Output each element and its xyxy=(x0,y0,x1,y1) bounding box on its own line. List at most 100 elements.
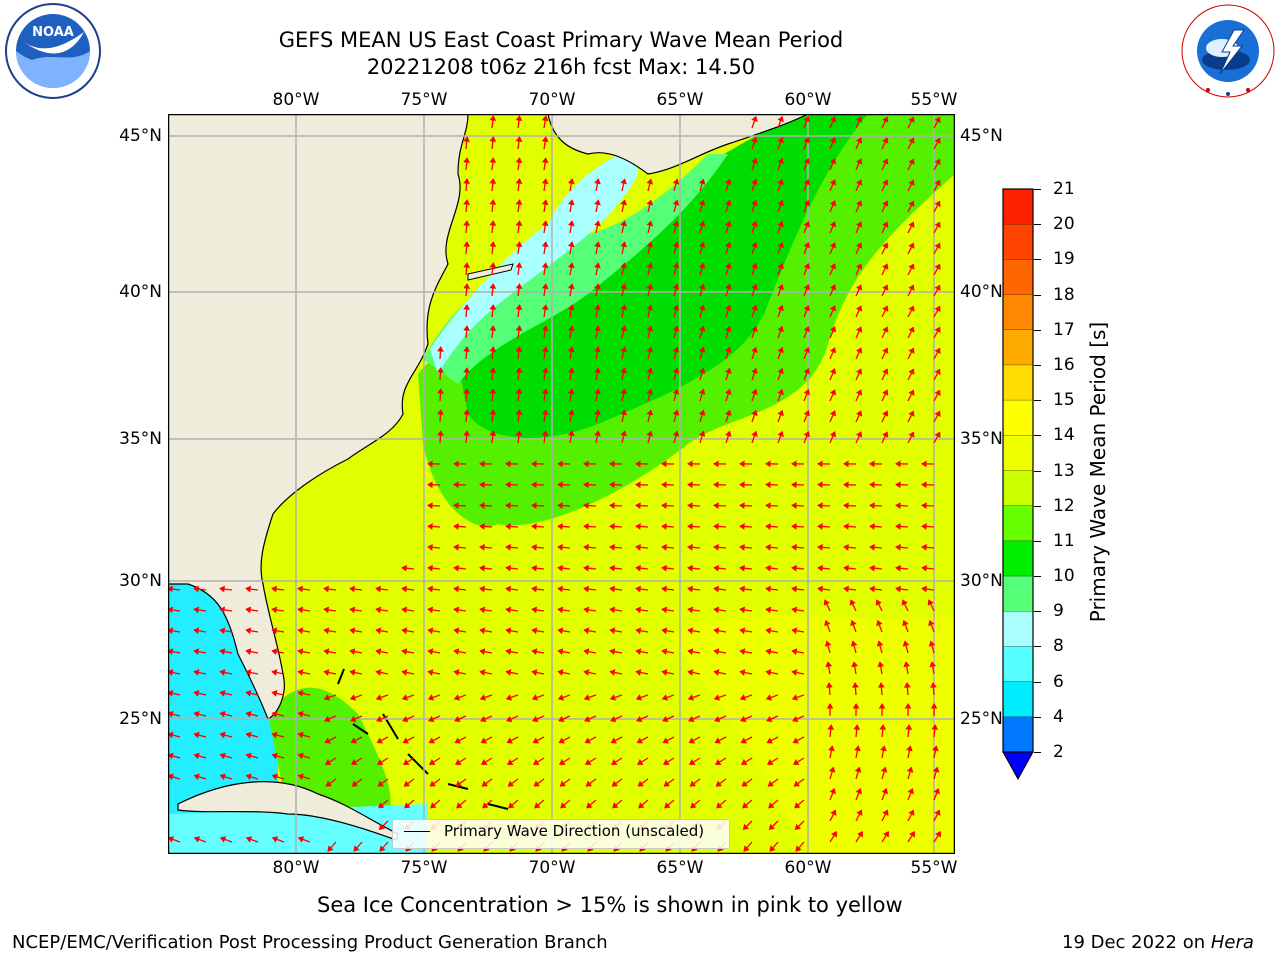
wave-arrow-head xyxy=(751,388,758,396)
wave-arrow-head xyxy=(646,430,654,437)
wave-arrow-head xyxy=(583,543,589,551)
wave-direction-arrows xyxy=(168,115,941,852)
wave-arrow-head xyxy=(531,669,538,676)
wave-arrow-head xyxy=(515,325,523,332)
wave-arrow-head xyxy=(698,346,706,353)
wave-arrow-head xyxy=(489,178,497,184)
wave-arrow-head xyxy=(271,773,278,781)
wave-arrow-head xyxy=(489,367,497,373)
wave-arrow-head xyxy=(895,481,901,489)
wave-arrow-head xyxy=(934,221,941,229)
wave-arrow-head xyxy=(168,752,174,760)
wave-arrow-head xyxy=(427,564,433,572)
wave-arrow-head xyxy=(375,648,382,655)
wave-arrow-head xyxy=(672,304,680,311)
lon-label-bottom: 75°W xyxy=(400,858,448,878)
wave-arrow-head xyxy=(609,564,615,572)
lat-label-right: 45°N xyxy=(960,126,1003,146)
wave-arrow-head xyxy=(168,648,174,655)
wave-arrow-head xyxy=(725,199,732,206)
wave-arrow-head xyxy=(401,648,408,655)
wave-arrow-head xyxy=(515,199,523,206)
wave-arrow-head xyxy=(463,262,471,268)
wave-arrow-head xyxy=(515,115,523,122)
wave-arrow-head xyxy=(672,178,680,185)
wave-arrow-head xyxy=(765,694,773,701)
wave-arrow-head xyxy=(515,304,523,311)
title-line-1: GEFS MEAN US East Coast Primary Wave Mea… xyxy=(278,28,844,52)
wave-arrow-head xyxy=(515,241,523,248)
wave-arrow-head xyxy=(404,802,411,809)
wave-arrow-head xyxy=(454,759,462,765)
wave-arrow-head xyxy=(829,347,837,354)
wave-arrow-head xyxy=(777,304,784,312)
wave-arrow-head xyxy=(557,648,564,655)
wave-arrow-head xyxy=(193,669,200,676)
colorbar-cell xyxy=(1003,611,1033,647)
lon-label-top: 75°W xyxy=(400,90,448,110)
wave-arrow-head xyxy=(903,682,911,688)
wave-arrow-head xyxy=(882,242,889,249)
wave-arrow-head xyxy=(869,460,875,468)
wave-arrow-head xyxy=(803,388,810,396)
wave-arrow-head xyxy=(725,409,732,416)
wave-arrow-head xyxy=(672,346,680,353)
wave-arrow-head xyxy=(379,845,386,852)
wave-arrow-head xyxy=(453,669,460,676)
canada-land xyxy=(547,114,809,175)
wave-arrow-head xyxy=(739,606,746,614)
footer-date: 19 Dec 2022 on Hera xyxy=(1062,932,1254,954)
wave-arrow-head xyxy=(823,599,830,606)
wave-arrow-head xyxy=(219,731,226,739)
colorbar-tick-mark xyxy=(1034,435,1041,437)
wave-arrow-head xyxy=(687,481,693,489)
wave-arrow-head xyxy=(489,220,497,226)
wave-arrow-head xyxy=(297,690,304,697)
wave-arrow-head xyxy=(489,157,497,163)
wave-arrow-head xyxy=(479,627,486,635)
wave-arrow-head xyxy=(882,137,889,144)
wave-arrow-head xyxy=(876,619,883,627)
wave-arrow-head xyxy=(378,802,385,809)
wave-arrow-head xyxy=(934,284,941,292)
wave-arrow-head xyxy=(534,802,541,809)
wave-arrow-head xyxy=(455,780,462,787)
wave-arrow-head xyxy=(672,325,680,332)
wave-arrow-head xyxy=(803,283,810,291)
wave-arrow-head xyxy=(351,780,358,787)
wave-arrow-head xyxy=(646,346,654,353)
wave-arrow-head xyxy=(557,564,563,572)
wave-arrow-head xyxy=(401,627,408,635)
lon-label-bottom: 55°W xyxy=(910,858,958,878)
wave-arrow-head xyxy=(531,694,539,701)
wave-arrow-head xyxy=(713,585,719,593)
wave-arrow-head xyxy=(583,460,589,468)
wave-arrow-head xyxy=(506,715,513,723)
wave-arrow-head xyxy=(698,304,706,311)
wave-arrow-head xyxy=(219,627,226,635)
wave-arrow-head xyxy=(463,220,471,226)
wave-arrow-head xyxy=(480,737,487,744)
wave-arrow-head xyxy=(908,284,915,291)
wave-arrow-head xyxy=(791,564,797,572)
wave-arrow-head xyxy=(515,409,523,416)
wave-arrow-head xyxy=(531,502,537,509)
wave-arrow-head xyxy=(881,787,888,795)
wave-arrow-head xyxy=(792,715,799,723)
wave-arrow-head xyxy=(739,460,745,468)
wave-arrow-head xyxy=(934,809,941,816)
wave-arrow-head xyxy=(765,502,771,509)
wave-arrow-head xyxy=(672,220,680,227)
wave-arrow-head xyxy=(765,523,771,530)
wave-arrow-head xyxy=(908,368,915,375)
wave-arrow-head xyxy=(635,669,642,676)
wave-arrow-head xyxy=(743,845,750,852)
wave-arrow-head xyxy=(661,502,667,509)
wave-arrow-head xyxy=(609,523,615,530)
wave-arrow-head xyxy=(463,157,471,163)
wave-arrow-head xyxy=(765,648,772,655)
wave-arrow-head xyxy=(856,347,863,354)
wave-arrow-head xyxy=(350,737,357,744)
colorbar-tick-label: 21 xyxy=(1053,179,1075,199)
wave-arrow-head xyxy=(327,845,334,852)
